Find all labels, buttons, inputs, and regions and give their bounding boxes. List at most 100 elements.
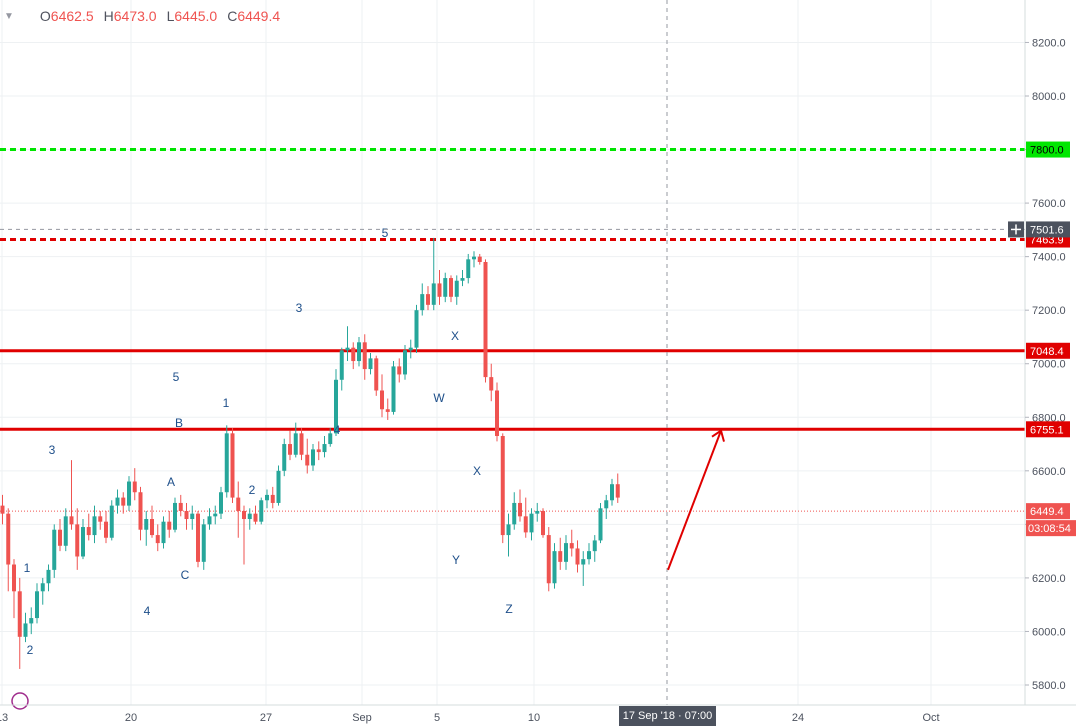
- wave-label: W: [433, 391, 445, 405]
- candle: [155, 524, 160, 552]
- candle-body: [242, 510, 246, 520]
- price-tick-label: 8000.0: [1032, 91, 1066, 103]
- candle-body: [403, 350, 407, 375]
- price-tick-label: 7600.0: [1032, 198, 1066, 210]
- wave-label: 1: [223, 396, 230, 410]
- time-tick-label: 13: [0, 712, 8, 724]
- candle-body: [17, 591, 22, 637]
- candle-body: [426, 294, 430, 305]
- time-axis[interactable]: 13 20 27 Sep 5 10 24 Oct: [0, 704, 1076, 724]
- candle: [385, 398, 390, 420]
- candle-body: [334, 379, 338, 434]
- candle-body: [201, 524, 206, 562]
- caret-down-icon[interactable]: ▼: [4, 10, 14, 22]
- countdown-text: 03:08:54: [1028, 523, 1071, 535]
- drawing-annotations[interactable]: [0, 0, 1025, 710]
- candle-body: [288, 444, 292, 455]
- candle-body: [610, 484, 614, 501]
- last-price-badge-bg: [1026, 503, 1070, 520]
- candle: [374, 355, 379, 396]
- candle-body: [408, 347, 413, 351]
- price-tick-label: 7000.0: [1032, 359, 1066, 371]
- candle: [75, 508, 80, 570]
- candle: [190, 505, 195, 530]
- candle: [357, 336, 361, 367]
- last-price-badge: 6449.4: [1026, 503, 1070, 520]
- high-label: H: [103, 8, 114, 24]
- candle: [0, 494, 5, 525]
- candle-body: [345, 347, 350, 351]
- candle-body: [575, 548, 580, 565]
- candle: [483, 259, 488, 383]
- candle-body: [265, 494, 269, 501]
- candle-body: [155, 535, 160, 544]
- candle-body: [173, 502, 177, 530]
- candle: [334, 369, 338, 437]
- candle-body: [247, 513, 252, 520]
- arrow-shaft[interactable]: [667, 430, 722, 571]
- candle-body: [305, 454, 310, 466]
- candle: [403, 344, 407, 380]
- candle: [610, 478, 614, 506]
- candle: [276, 465, 281, 506]
- countdown-badge: 03:08:54: [1026, 520, 1076, 537]
- wave-label: X: [451, 329, 459, 343]
- candle-body: [506, 524, 511, 536]
- candle-body: [454, 280, 459, 297]
- candle-body: [362, 342, 367, 370]
- candle: [311, 444, 315, 471]
- close-value: 6449.4: [237, 8, 281, 24]
- candle: [144, 510, 149, 546]
- candle-body: [12, 564, 16, 592]
- candle-body: [592, 540, 597, 552]
- candle: [6, 508, 11, 592]
- candle-body: [144, 519, 149, 530]
- candle: [546, 527, 551, 592]
- close-label: C: [227, 8, 238, 24]
- candle-body: [236, 497, 241, 511]
- candle: [253, 505, 258, 525]
- upper-level-badge-text: 7048.4: [1030, 346, 1064, 358]
- candle: [541, 508, 545, 538]
- candle: [477, 253, 482, 265]
- candle: [495, 382, 499, 442]
- time-tick-label: Sep: [352, 712, 372, 724]
- candle: [529, 508, 534, 541]
- candle-body: [52, 529, 57, 570]
- candle: [184, 502, 189, 530]
- open-label: O: [39, 8, 51, 24]
- price-tick-label: 6800.0: [1032, 412, 1066, 424]
- candle-body: [328, 433, 333, 445]
- candle-body: [69, 516, 74, 525]
- candle: [592, 535, 597, 562]
- candle-body: [23, 623, 28, 637]
- candle-body: [512, 502, 517, 525]
- candle: [506, 513, 511, 557]
- candle-body: [483, 261, 488, 378]
- price-tick-label: 6600.0: [1032, 466, 1066, 478]
- candle-body: [385, 409, 390, 412]
- time-tick-label: 27: [260, 712, 272, 724]
- candle-body: [196, 513, 200, 562]
- candle-body: [92, 516, 97, 536]
- candle: [380, 374, 384, 418]
- candle-body: [466, 259, 471, 279]
- candle-body: [224, 433, 229, 493]
- candle: [426, 286, 430, 311]
- candle: [259, 497, 264, 525]
- candle-body: [161, 521, 166, 544]
- plus-icon[interactable]: [1008, 221, 1024, 238]
- green-level-badge: 7800.0: [1026, 141, 1070, 158]
- candle: [316, 441, 321, 461]
- horizontal-levels[interactable]: [0, 148, 1025, 512]
- candle-body: [253, 513, 258, 522]
- candle-body: [581, 559, 586, 565]
- countdown-badge-bg: [1026, 520, 1076, 537]
- candle-body: [477, 256, 482, 262]
- candle-body: [276, 470, 281, 503]
- crosshair-price-text: 7501.6: [1030, 224, 1064, 236]
- candle: [449, 275, 453, 303]
- candle-body: [293, 433, 298, 455]
- time-tick-label: 24: [792, 712, 804, 724]
